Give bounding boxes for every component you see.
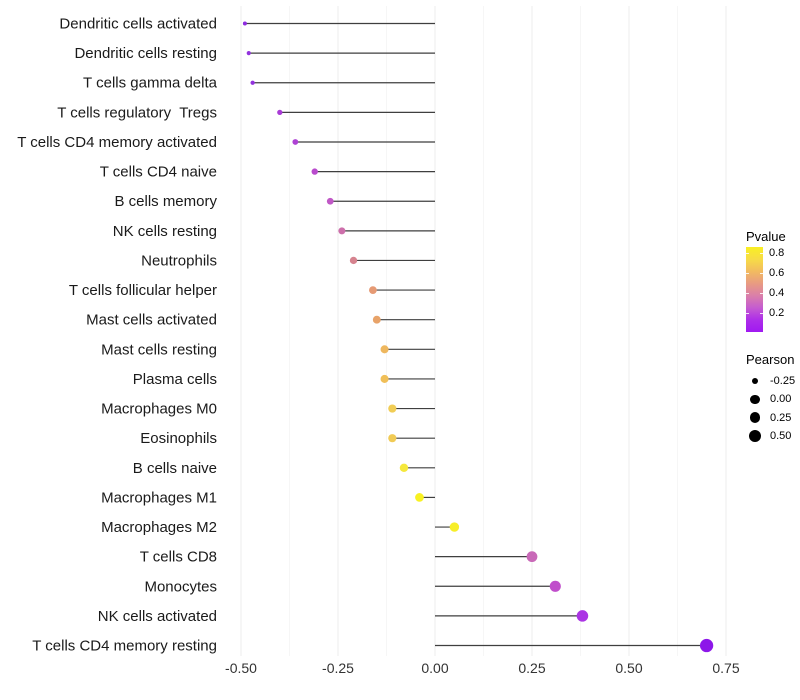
category-label: B cells memory xyxy=(114,193,217,210)
data-point xyxy=(526,551,538,563)
pearson-size-dot xyxy=(749,412,761,423)
category-label: Dendritic cells resting xyxy=(74,45,217,62)
pvalue-tick-notch xyxy=(760,313,763,315)
pvalue-tick-notch xyxy=(760,273,763,275)
category-label: Macrophages M2 xyxy=(101,519,217,536)
pvalue-tick-notch xyxy=(760,292,763,294)
category-label: Eosinophils xyxy=(140,430,217,447)
pvalue-tick-notch xyxy=(760,252,763,254)
pvalue-gradient-bar xyxy=(746,247,763,332)
category-label: Macrophages M0 xyxy=(101,401,217,418)
pvalue-tick-label: 0.6 xyxy=(769,267,785,280)
pearson-size-label: 0.50 xyxy=(770,429,792,442)
pvalue-tick-notch xyxy=(746,292,749,294)
category-label: Dendritic cells activated xyxy=(59,16,217,33)
pearson-legend-item: 0.50 xyxy=(746,427,800,445)
pearson-size-dot xyxy=(748,429,762,442)
category-label: Mast cells resting xyxy=(101,341,217,358)
data-point xyxy=(549,580,561,592)
pearson-legend-item: -0.25 xyxy=(746,372,800,390)
pvalue-tick-label: 0.4 xyxy=(769,286,785,299)
data-point xyxy=(380,374,389,383)
data-point xyxy=(277,109,283,116)
data-point xyxy=(369,286,377,294)
data-point xyxy=(292,139,299,145)
x-axis-tick-label: -0.25 xyxy=(322,660,354,676)
data-point xyxy=(699,638,714,653)
x-axis-tick-label: 0.75 xyxy=(712,660,739,676)
category-label: Mast cells activated xyxy=(86,312,217,329)
pearson-size-dot xyxy=(750,394,760,404)
data-point xyxy=(250,80,255,85)
data-point xyxy=(372,315,381,324)
category-label: NK cells activated xyxy=(98,608,217,625)
category-label: T cells gamma delta xyxy=(83,75,218,92)
x-axis-tick-label: 0.00 xyxy=(421,660,448,676)
category-label: Plasma cells xyxy=(133,371,217,388)
pearson-legend-title: Pearson xyxy=(746,352,795,367)
pvalue-tick-notch xyxy=(746,252,749,254)
data-point xyxy=(246,51,251,56)
pvalue-tick-notch xyxy=(746,313,749,315)
category-label: T cells CD4 memory activated xyxy=(17,134,217,151)
data-point xyxy=(311,168,318,175)
pearson-legend-item: 0.25 xyxy=(746,409,800,427)
x-axis-tick-label: 0.50 xyxy=(615,660,642,676)
pearson-size-label: -0.25 xyxy=(770,375,796,387)
category-label: Monocytes xyxy=(144,578,217,595)
pearson-size-dot xyxy=(751,377,759,385)
category-label: T cells regulatory Tregs xyxy=(57,104,217,121)
data-point xyxy=(326,197,334,205)
data-point xyxy=(388,404,397,413)
pearson-size-label: 0.00 xyxy=(770,393,792,406)
data-point xyxy=(388,434,397,443)
category-label: T cells follicular helper xyxy=(69,282,217,299)
data-point xyxy=(399,463,409,473)
data-point xyxy=(576,610,589,622)
data-point xyxy=(449,522,460,532)
category-label: NK cells resting xyxy=(113,223,217,240)
data-point xyxy=(242,21,247,26)
category-label: B cells naive xyxy=(133,460,217,477)
pearson-legend-item: 0.00 xyxy=(746,390,800,408)
x-axis-tick-label: 0.25 xyxy=(518,660,545,676)
pvalue-legend-title: Pvalue xyxy=(746,229,786,244)
pvalue-tick-notch xyxy=(746,273,749,275)
category-label: T cells CD4 naive xyxy=(100,164,217,181)
data-point xyxy=(415,493,424,502)
pearson-legend: Pearson -0.25 0.00 0.25 0.50 xyxy=(746,352,800,442)
category-label: Neutrophils xyxy=(141,252,217,269)
category-label: T cells CD8 xyxy=(140,549,217,566)
pvalue-legend: Pvalue 0.8 0.6 0.4 0.2 xyxy=(746,229,800,332)
pearson-size-label: 0.25 xyxy=(770,411,792,424)
pvalue-tick-label: 0.2 xyxy=(769,307,785,320)
data-point xyxy=(349,256,358,265)
pvalue-tick-label: 0.8 xyxy=(769,246,785,259)
data-point xyxy=(380,345,389,354)
category-label: Macrophages M1 xyxy=(101,489,217,506)
data-point xyxy=(338,227,346,235)
category-label: T cells CD4 memory resting xyxy=(32,638,217,655)
x-axis-tick-label: -0.50 xyxy=(225,660,257,676)
